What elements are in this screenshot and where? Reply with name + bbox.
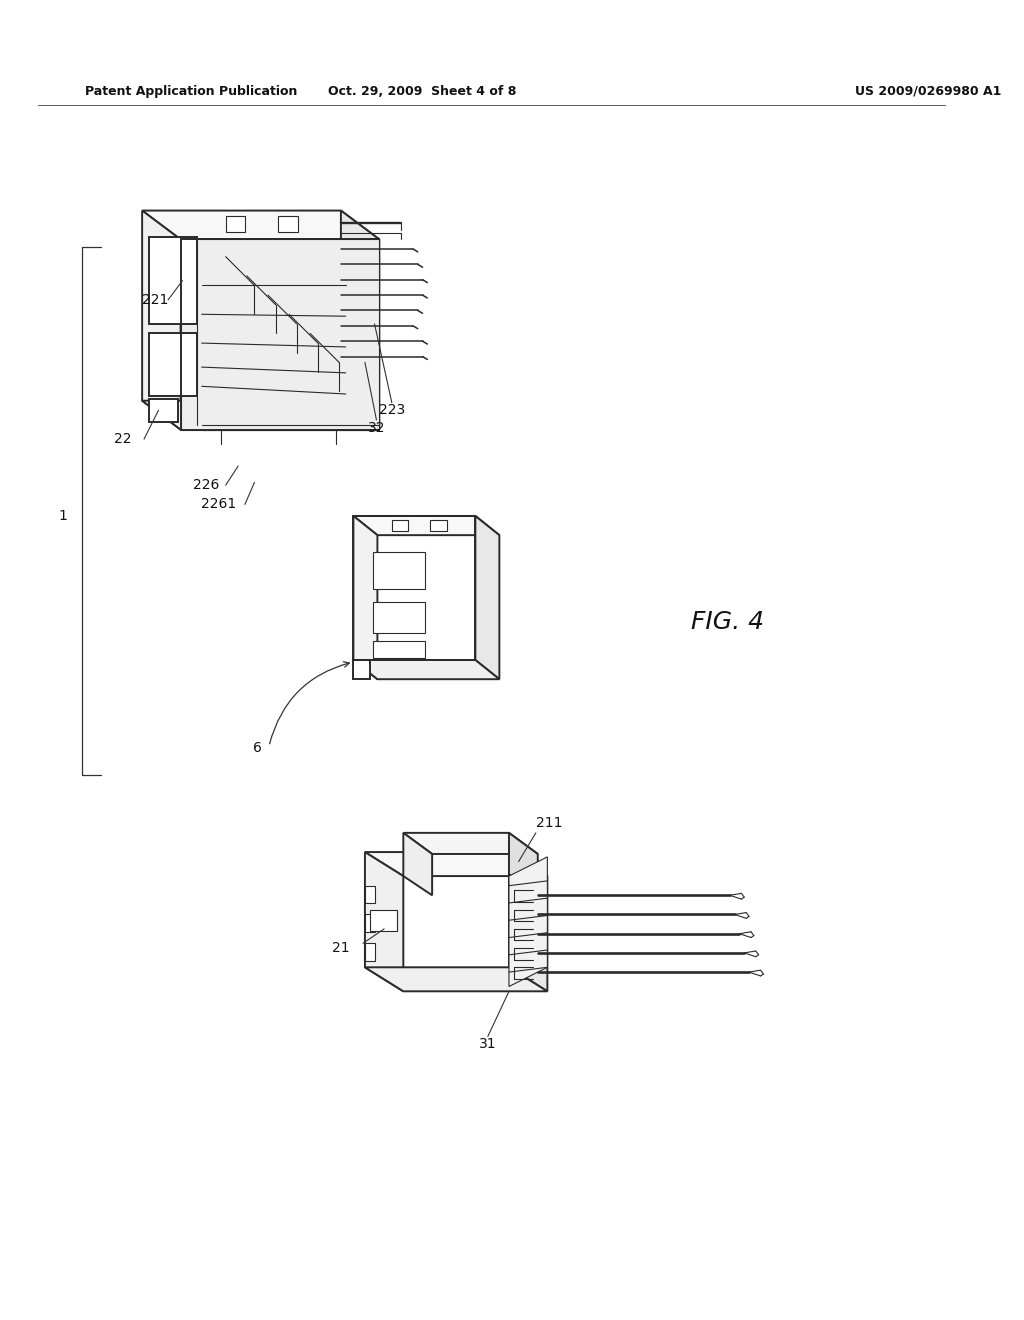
Polygon shape — [353, 516, 500, 535]
Polygon shape — [142, 401, 379, 429]
Polygon shape — [148, 238, 197, 323]
Polygon shape — [353, 516, 378, 680]
Text: 223: 223 — [379, 404, 404, 417]
Polygon shape — [142, 211, 180, 429]
Polygon shape — [148, 334, 197, 396]
Polygon shape — [142, 211, 379, 239]
Text: 6: 6 — [253, 742, 262, 755]
Polygon shape — [353, 660, 500, 680]
Bar — [392, 520, 409, 532]
Polygon shape — [365, 944, 375, 961]
Text: 2261: 2261 — [202, 498, 237, 511]
Polygon shape — [180, 239, 379, 429]
Text: 32: 32 — [368, 421, 385, 434]
Polygon shape — [475, 516, 500, 680]
Polygon shape — [365, 853, 403, 991]
Text: US 2009/0269980 A1: US 2009/0269980 A1 — [855, 84, 1001, 98]
Polygon shape — [509, 853, 548, 991]
Text: 31: 31 — [479, 1038, 497, 1051]
Polygon shape — [365, 886, 375, 903]
Polygon shape — [365, 853, 548, 876]
Bar — [370, 909, 396, 931]
Text: 1: 1 — [58, 510, 67, 523]
Text: 21: 21 — [332, 941, 350, 956]
Text: Oct. 29, 2009  Sheet 4 of 8: Oct. 29, 2009 Sheet 4 of 8 — [329, 84, 517, 98]
Polygon shape — [509, 857, 548, 986]
Text: 226: 226 — [194, 478, 220, 492]
Bar — [225, 216, 245, 232]
Polygon shape — [365, 968, 548, 991]
Bar — [373, 640, 425, 659]
Polygon shape — [365, 915, 375, 932]
Polygon shape — [509, 833, 538, 895]
Bar — [373, 553, 425, 589]
Bar — [430, 520, 446, 532]
Text: FIG. 4: FIG. 4 — [691, 610, 765, 634]
Bar — [373, 602, 425, 634]
Polygon shape — [403, 833, 538, 854]
Polygon shape — [148, 399, 177, 422]
Text: 211: 211 — [536, 816, 562, 830]
Polygon shape — [341, 211, 379, 429]
Bar — [279, 216, 298, 232]
Polygon shape — [403, 833, 432, 895]
Text: 221: 221 — [142, 293, 169, 306]
Text: 22: 22 — [114, 432, 132, 446]
Text: Patent Application Publication: Patent Application Publication — [85, 84, 297, 98]
Polygon shape — [353, 660, 370, 680]
